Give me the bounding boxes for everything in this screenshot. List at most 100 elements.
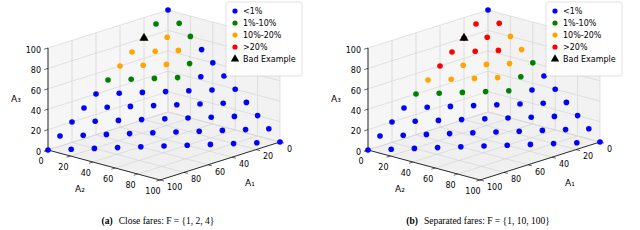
point <box>138 144 144 150</box>
point <box>504 142 510 148</box>
grid-line <box>532 22 533 124</box>
tick <box>387 156 391 157</box>
point <box>187 61 193 67</box>
point <box>528 114 534 120</box>
legend-marker <box>552 44 557 49</box>
caption: (a)Close fares: F = {1, 2, 4} <box>102 216 215 227</box>
tick-label: 20 <box>583 152 593 161</box>
tick-label: 40 <box>239 160 249 169</box>
point <box>519 47 525 53</box>
legend-label: >20% <box>563 43 588 52</box>
point <box>140 62 146 68</box>
point <box>575 113 581 119</box>
point <box>129 49 135 55</box>
legend-label: 1%-10% <box>563 19 597 28</box>
legend-label: <1% <box>243 7 263 16</box>
grid-line <box>368 30 488 68</box>
caption-label: (b) <box>406 216 418 227</box>
tick-label: 60 <box>103 175 113 184</box>
point <box>243 127 249 133</box>
legend-label: Bad Example <box>563 55 616 64</box>
grid-line <box>368 112 488 150</box>
point <box>152 48 158 54</box>
point <box>254 140 260 146</box>
tick-label: 60 <box>423 175 433 184</box>
point <box>540 128 546 134</box>
tick-label: 60 <box>351 87 361 96</box>
grid-line <box>510 16 511 118</box>
grid-line <box>368 92 488 130</box>
point <box>424 104 430 110</box>
grid-line <box>464 120 576 150</box>
grid-line <box>48 112 168 150</box>
point <box>163 89 169 95</box>
point <box>482 116 488 122</box>
tick-label: 40 <box>559 160 569 169</box>
tick <box>552 157 556 158</box>
point <box>436 118 442 124</box>
point <box>447 131 453 137</box>
tick-label: 0 <box>287 145 292 154</box>
point <box>127 131 133 137</box>
point <box>116 118 122 124</box>
tick-label: 0 <box>358 157 363 166</box>
tick <box>454 174 458 175</box>
axis-title: A₃ <box>11 94 21 104</box>
tick <box>480 180 484 181</box>
point <box>244 100 250 106</box>
point <box>448 76 454 82</box>
legend: <1%1%-10%10%-20%>20%Bad Example <box>546 2 622 76</box>
grid-line <box>488 10 489 112</box>
tick <box>44 68 48 69</box>
point <box>164 34 170 40</box>
point <box>210 60 216 66</box>
point <box>161 143 167 149</box>
point <box>484 62 490 68</box>
point <box>209 87 215 93</box>
panel: 020406080100020406080100020406080100A₁A₂… <box>331 2 622 227</box>
point <box>92 118 98 124</box>
point <box>483 89 489 95</box>
grid-line <box>144 120 256 150</box>
tick-label: 80 <box>191 175 201 184</box>
grid-line <box>168 10 169 112</box>
point <box>552 114 558 120</box>
tick-label: 40 <box>81 169 91 178</box>
legend-marker <box>552 32 557 37</box>
point <box>494 102 500 108</box>
point <box>459 33 468 41</box>
tick-label: 20 <box>351 127 361 136</box>
legend-marker <box>232 44 237 49</box>
point <box>459 117 465 123</box>
grid-line <box>488 92 600 122</box>
grid-line <box>368 71 488 109</box>
tick <box>576 150 580 151</box>
pane <box>368 10 488 150</box>
point <box>198 74 204 80</box>
tick <box>364 68 368 69</box>
point <box>564 100 570 106</box>
grid-line <box>120 127 232 157</box>
tick <box>44 130 48 131</box>
tick-label: 0 <box>356 148 361 157</box>
point <box>528 142 534 148</box>
point <box>586 126 592 132</box>
tick-label: 80 <box>511 175 521 184</box>
grid-line <box>160 142 280 180</box>
tick <box>528 165 532 166</box>
grid-line <box>368 51 488 89</box>
tick <box>44 89 48 90</box>
point <box>45 147 51 153</box>
point <box>69 119 75 125</box>
point <box>518 74 524 80</box>
tick-label: 80 <box>351 66 361 75</box>
point <box>473 21 479 27</box>
tick-label: 0 <box>38 157 43 166</box>
point <box>365 147 371 153</box>
point <box>517 101 523 107</box>
axis-title: A₁ <box>565 178 575 188</box>
tick-label: 80 <box>446 181 456 190</box>
grid-line <box>48 51 168 89</box>
grid-line <box>48 48 49 150</box>
grid-line <box>190 16 191 118</box>
